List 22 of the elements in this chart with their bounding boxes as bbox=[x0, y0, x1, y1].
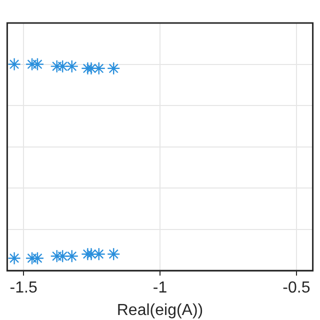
point bbox=[25, 58, 39, 71]
point bbox=[8, 58, 21, 71]
x-tick-label: -0.5 bbox=[282, 280, 310, 297]
point bbox=[25, 252, 39, 265]
point bbox=[81, 247, 94, 261]
point bbox=[65, 250, 78, 263]
point bbox=[107, 62, 120, 75]
point bbox=[50, 60, 64, 73]
point bbox=[107, 247, 120, 261]
point bbox=[84, 247, 98, 261]
point bbox=[30, 252, 44, 265]
x-tick-label: -1.5 bbox=[10, 280, 38, 297]
point bbox=[84, 62, 98, 75]
x-tick-label: -1 bbox=[152, 280, 168, 297]
point bbox=[50, 250, 64, 263]
x-axis-title: Real(eig(A)) bbox=[116, 302, 204, 319]
point bbox=[30, 58, 44, 71]
point bbox=[92, 62, 106, 75]
point bbox=[81, 62, 94, 75]
point bbox=[65, 60, 78, 73]
point bbox=[92, 247, 106, 261]
point bbox=[8, 252, 21, 265]
